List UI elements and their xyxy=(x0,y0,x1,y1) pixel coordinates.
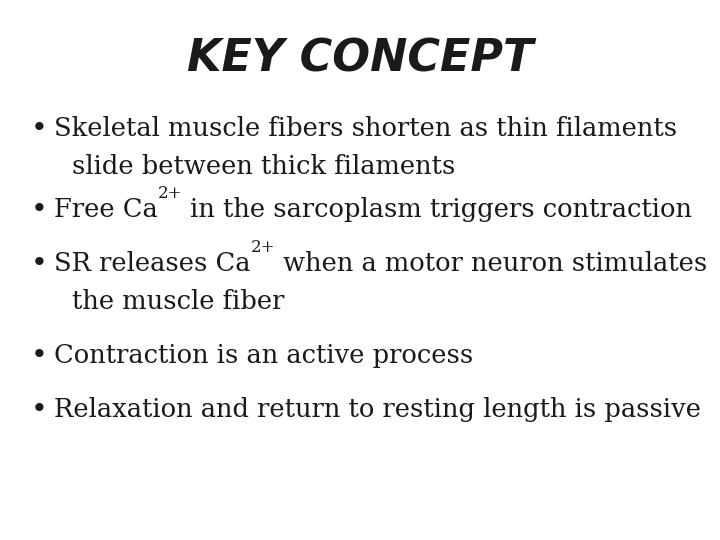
Text: Contraction is an active process: Contraction is an active process xyxy=(54,343,473,368)
Text: •: • xyxy=(31,251,48,278)
Text: when a motor neuron stimulates: when a motor neuron stimulates xyxy=(275,251,707,276)
Text: in the sarcoplasm triggers contraction: in the sarcoplasm triggers contraction xyxy=(182,197,692,222)
Text: •: • xyxy=(31,343,48,370)
Text: •: • xyxy=(31,116,48,143)
Text: the muscle fiber: the muscle fiber xyxy=(72,289,284,314)
Text: Relaxation and return to resting length is passive: Relaxation and return to resting length … xyxy=(54,397,701,422)
Text: slide between thick filaments: slide between thick filaments xyxy=(72,154,455,179)
Text: •: • xyxy=(31,397,48,424)
Text: 2+: 2+ xyxy=(158,185,182,202)
Text: •: • xyxy=(31,197,48,224)
Text: SR releases Ca: SR releases Ca xyxy=(54,251,251,276)
Text: Skeletal muscle fibers shorten as thin filaments: Skeletal muscle fibers shorten as thin f… xyxy=(54,116,677,141)
Text: 2+: 2+ xyxy=(251,239,275,256)
Text: Free Ca: Free Ca xyxy=(54,197,158,222)
Text: KEY CONCEPT: KEY CONCEPT xyxy=(186,38,534,81)
